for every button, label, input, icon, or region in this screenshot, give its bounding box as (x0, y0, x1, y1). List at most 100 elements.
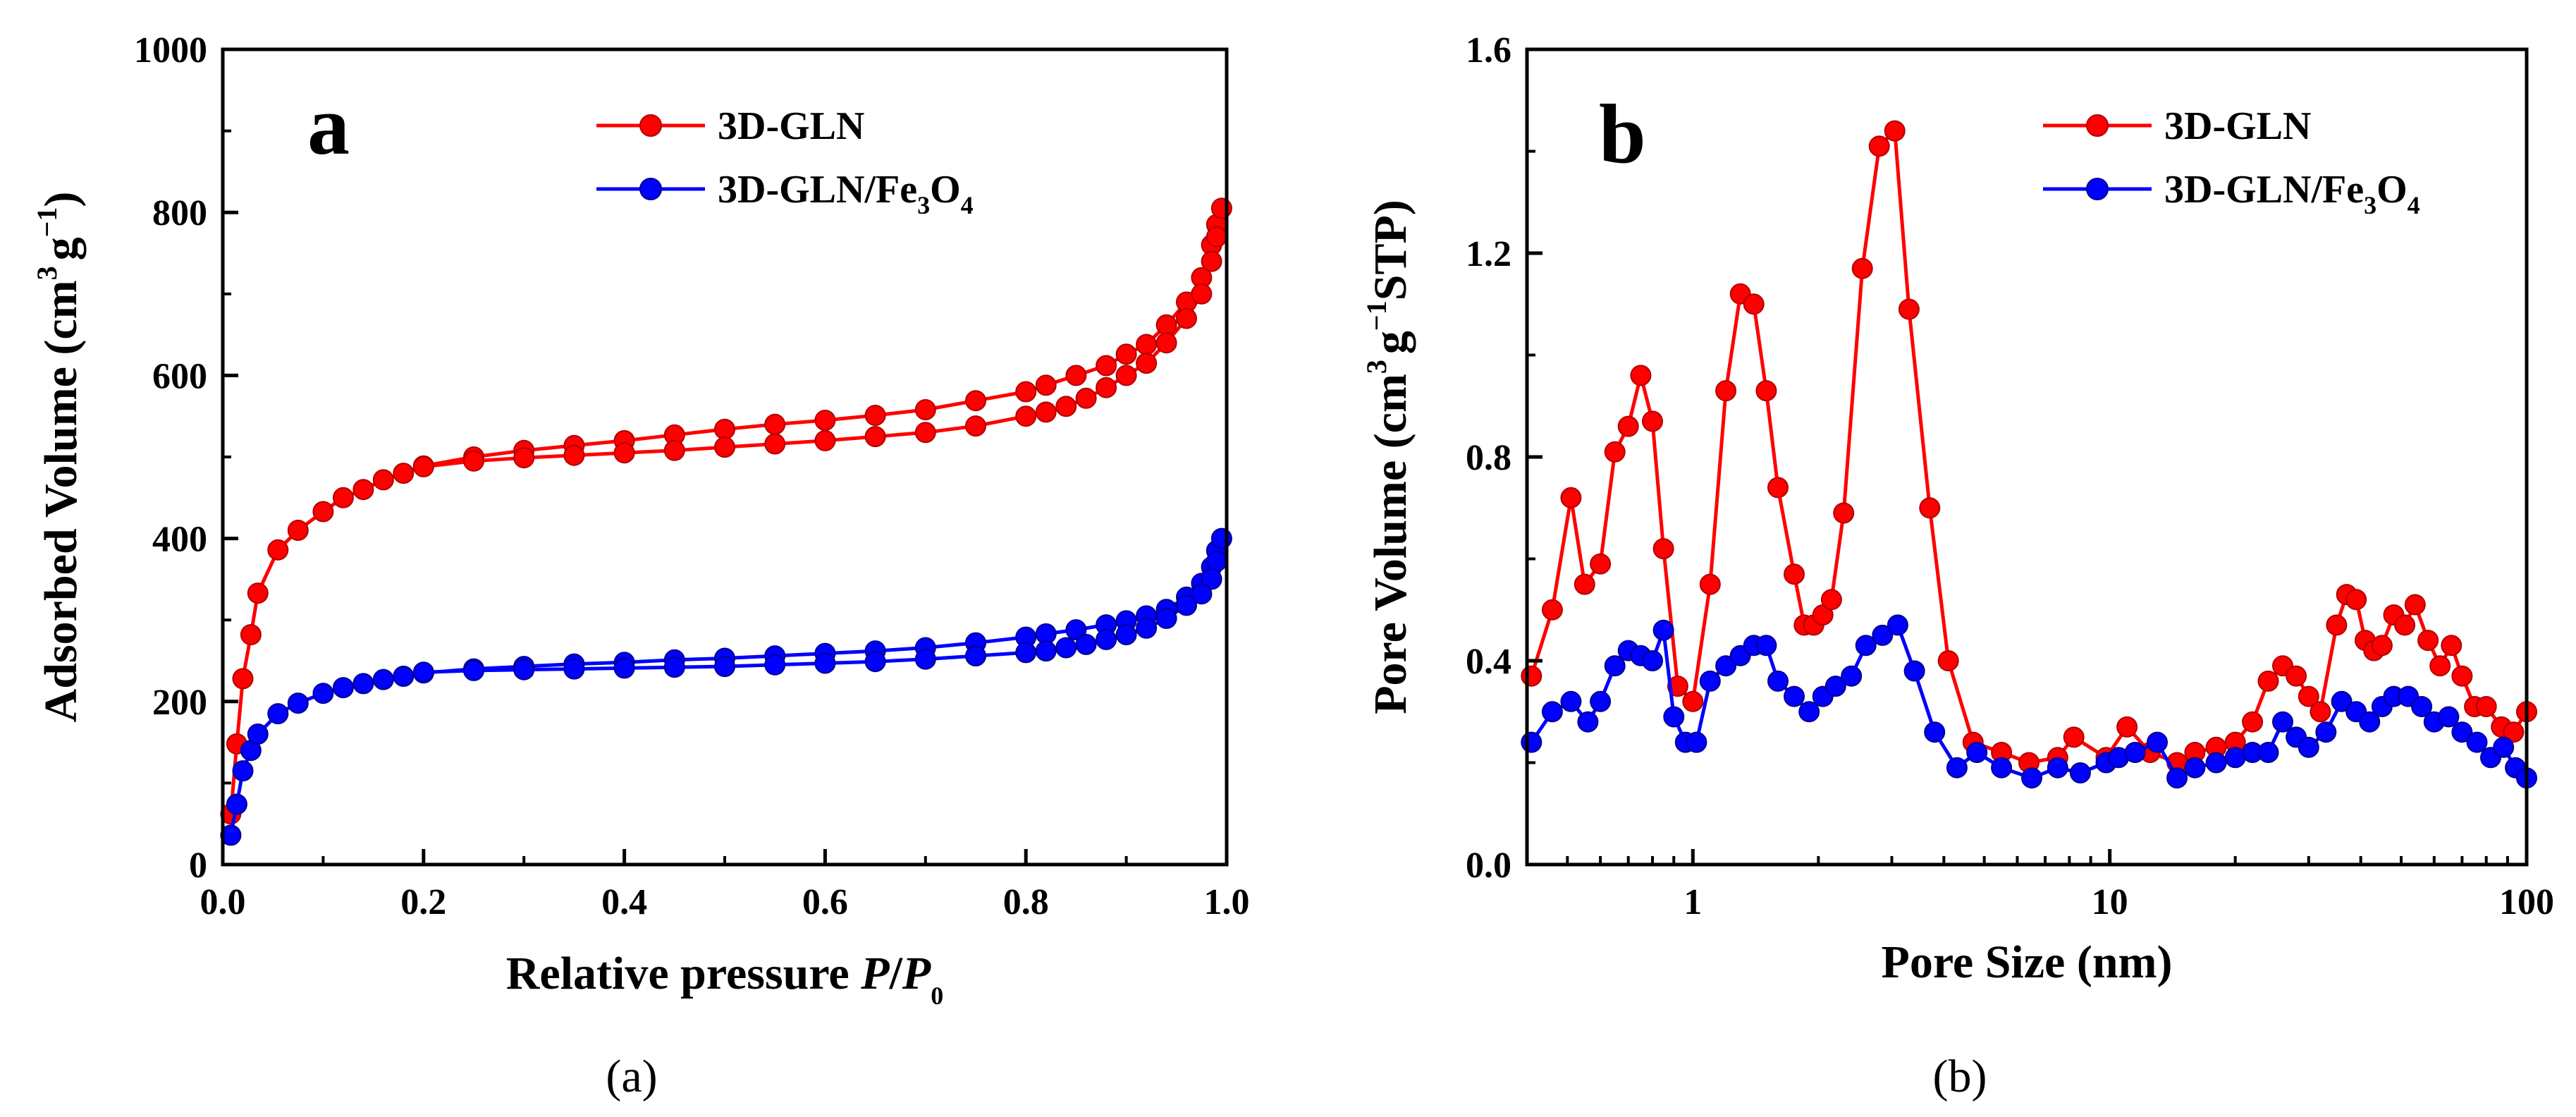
panel-b-series-1-point (2205, 752, 2227, 774)
panel-b-series-0-point (2257, 670, 2279, 692)
panel-a-series-1-point (247, 724, 269, 745)
panel-a-series-0-point (965, 390, 986, 412)
panel-b-series-1-point (2298, 736, 2319, 758)
panel-a-series-0-point (463, 450, 484, 472)
a-xlabel-sub: 0 (931, 982, 943, 1010)
panel-b-series-0-point (1868, 135, 1890, 157)
panel-a-legend: 3D-GLN 3D-GLN/Fe3O4 (596, 104, 974, 219)
panel-b-series-0-point (1884, 120, 1906, 142)
a-ylabel-sup1: 3 (31, 266, 63, 280)
a-ylabel-sup2: −1 (31, 207, 63, 238)
panel-b-ytick-label: 1.6 (1466, 30, 1511, 71)
panel-b-series-1-point (1946, 757, 1968, 779)
panel-b-ytick-label: 1.2 (1466, 234, 1511, 274)
panel-a-ytick-label: 1000 (134, 30, 207, 71)
panel-a-series-1-point (1035, 640, 1057, 662)
panel-a-ticks: 0.0 0.2 0.4 0.6 0.8 1.0 0 200 400 600 800 1000 (134, 30, 1250, 922)
panel-b-caption: (b) (1933, 1051, 1987, 1102)
panel-b-series-1-point (1686, 731, 1707, 753)
panel-b-series-0-point (2417, 630, 2439, 652)
panel-b-ticks: 1 10 100 0.0 0.4 0.8 1.2 1.6 (1466, 30, 2554, 922)
panel-b-series-1-point (2069, 762, 2091, 783)
panel-b-series-1-point (2021, 767, 2042, 789)
panel-a-series-1-point (764, 654, 786, 676)
panel-a-series-1-point (372, 669, 394, 690)
panel-a-series-1-point (965, 645, 986, 667)
panel-b-series-0-point (1743, 293, 1765, 315)
panel-b-ytick-label: 0.0 (1466, 846, 1511, 886)
panel-b-series-1-point (2438, 706, 2460, 728)
panel-b-series-1-point (2466, 731, 2488, 753)
panel-a-series-0-point (332, 487, 354, 508)
panel-b-series-1-point (1966, 742, 1988, 763)
panel-a-legend-marker-3dgln (639, 114, 662, 137)
panel-b-series-1-point (1767, 670, 1789, 692)
panel-b-letter: b (1599, 87, 1646, 181)
panel-b-series-1-point (2331, 690, 2353, 712)
panel-a-series-0-point (1096, 355, 1117, 377)
panel-a-ytick-label: 400 (152, 520, 207, 560)
panel-b-series-1-point (2257, 742, 2279, 763)
panel-b-series-1-point (2047, 757, 2068, 779)
panel-a-series-0-point (965, 415, 986, 437)
panel-a-series-0-point (1191, 283, 1213, 305)
panel-a-series-1-point (513, 659, 535, 680)
panel-b-series-0-point (1699, 573, 1721, 595)
panel-a-ytick-label: 0 (189, 846, 207, 886)
legend-a-sub2: 4 (961, 191, 974, 219)
panel-b-legend-label-3dgln: 3D-GLN (2164, 104, 2311, 148)
panel-a-ytick-label: 800 (152, 193, 207, 233)
panel-a-series-0-point (1015, 381, 1037, 403)
panel-b-series-0-point (1833, 502, 1855, 524)
a-ylabel-end: ) (35, 192, 87, 207)
panel-a-series-0-point (232, 668, 254, 690)
panel-a-series-1-point (226, 793, 247, 815)
panel-b-series-0-point (2404, 594, 2426, 616)
panel-b-series-0-point (1784, 563, 1805, 585)
panel-a-series-0-point (1206, 226, 1227, 248)
panel-a-ytick-label: 200 (152, 683, 207, 723)
panel-b-series-0-point (1937, 650, 1959, 671)
panel-b-series-0-point (2063, 726, 2085, 748)
panel-a-xtick-label: 0.6 (802, 882, 848, 922)
panel-b-series-0-point (1851, 257, 1873, 279)
panel-a-series-0-point (1035, 374, 1057, 396)
panel-a-series-0-point (864, 426, 886, 448)
panel-a-y-axis-title: Adsorbed Volume (cm3 g−1) (31, 192, 87, 723)
legend-a-fe: 3D-GLN/Fe (718, 168, 917, 212)
panel-b-plot-area (1521, 120, 2537, 789)
panel-a-series-1-point (1201, 568, 1222, 590)
panel-b-series-1-point (1841, 665, 1863, 687)
panel-a-series-0-point (1210, 197, 1232, 219)
a-xlabel-slash: / (889, 948, 904, 999)
panel-b-series-1-point (2147, 731, 2168, 753)
panel-b-series-1-point (1924, 721, 1946, 743)
panel-b-series-0-point (1682, 690, 1704, 712)
panel-b-legend-label-fe3o4: 3D-GLN/Fe3O4 (2164, 168, 2420, 219)
panel-b-series-0-point (1590, 553, 1612, 575)
panel-a-series-1-point (220, 824, 242, 846)
panel-a-series-0-point (1201, 250, 1222, 272)
panel-a-series-0-point (412, 456, 434, 477)
legend-a-o: O (930, 168, 961, 212)
panel-b-y-axis-title: Pore Volume (cm3 g−1STP) (1361, 200, 1416, 714)
panel-a-series-0-point (1075, 387, 1097, 409)
panel-a-series-0-point (764, 413, 786, 435)
panel-a-series-1-point (663, 657, 685, 678)
legend-b-sub1: 3 (2364, 191, 2376, 219)
panel-b-series-0-point (1521, 665, 1542, 687)
panel-b-series-1-point (1663, 706, 1685, 728)
panel-b-series-1-point (2315, 721, 2337, 743)
panel-b-series-1-point (1903, 660, 1925, 682)
a-ylabel-main: Adsorbed Volume (cm (35, 280, 87, 722)
panel-b-series-1-point (2359, 711, 2381, 733)
panel-a-series-0-point (1065, 365, 1087, 386)
panel-a-series-0-point (1155, 332, 1177, 354)
panel-a-plot-area (220, 197, 1232, 846)
panel-a-series-0-point (287, 520, 309, 541)
panel-b-legend-marker-3dgln (2086, 114, 2109, 137)
panel-b-series-0-point (1919, 497, 1941, 519)
panel-a-series-1-point (1155, 607, 1177, 629)
panel-b-series-1-point (2166, 767, 2188, 789)
